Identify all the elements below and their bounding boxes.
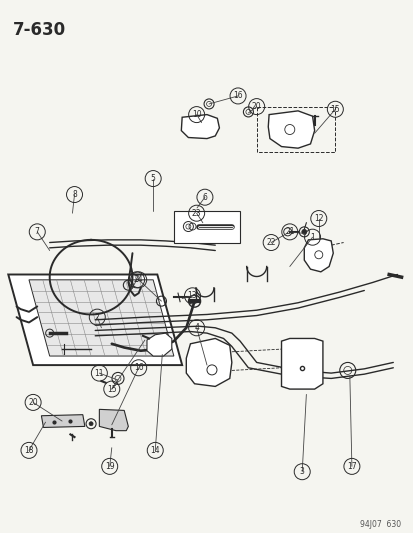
Polygon shape [41, 415, 85, 427]
Text: 10: 10 [191, 110, 201, 119]
Polygon shape [29, 280, 173, 356]
Text: 17: 17 [346, 462, 356, 471]
Text: 21: 21 [285, 228, 294, 236]
Text: 15: 15 [107, 385, 116, 393]
Text: 6: 6 [202, 193, 207, 201]
Circle shape [89, 422, 93, 426]
Text: 7-630: 7-630 [12, 21, 65, 39]
Polygon shape [268, 111, 314, 148]
Text: 24: 24 [133, 276, 143, 284]
Text: 13: 13 [187, 292, 197, 300]
Text: 11: 11 [95, 369, 104, 377]
Text: 15: 15 [330, 105, 339, 114]
Polygon shape [181, 115, 219, 139]
Polygon shape [281, 338, 322, 389]
Text: 7: 7 [35, 228, 40, 236]
Text: 5: 5 [150, 174, 155, 183]
Polygon shape [99, 409, 128, 431]
Text: 1: 1 [309, 233, 314, 241]
Text: 23: 23 [191, 209, 201, 217]
Text: 9: 9 [134, 276, 139, 284]
Text: 19: 19 [104, 462, 114, 471]
Polygon shape [304, 239, 332, 272]
Polygon shape [8, 274, 182, 365]
Polygon shape [186, 338, 231, 386]
Text: 8: 8 [72, 190, 77, 199]
Text: 16: 16 [233, 92, 242, 100]
Polygon shape [147, 333, 171, 356]
Text: 20: 20 [28, 398, 38, 407]
Text: 22: 22 [266, 238, 275, 247]
Text: 3: 3 [299, 467, 304, 476]
Circle shape [301, 229, 306, 235]
Text: 14: 14 [150, 446, 160, 455]
Text: 16: 16 [133, 364, 143, 372]
Text: 2: 2 [95, 313, 100, 321]
Text: 18: 18 [24, 446, 33, 455]
FancyBboxPatch shape [173, 211, 240, 243]
Text: 12: 12 [313, 214, 323, 223]
Text: 20: 20 [251, 102, 261, 111]
Text: 94J07  630: 94J07 630 [360, 520, 401, 529]
Text: 4: 4 [194, 324, 199, 332]
